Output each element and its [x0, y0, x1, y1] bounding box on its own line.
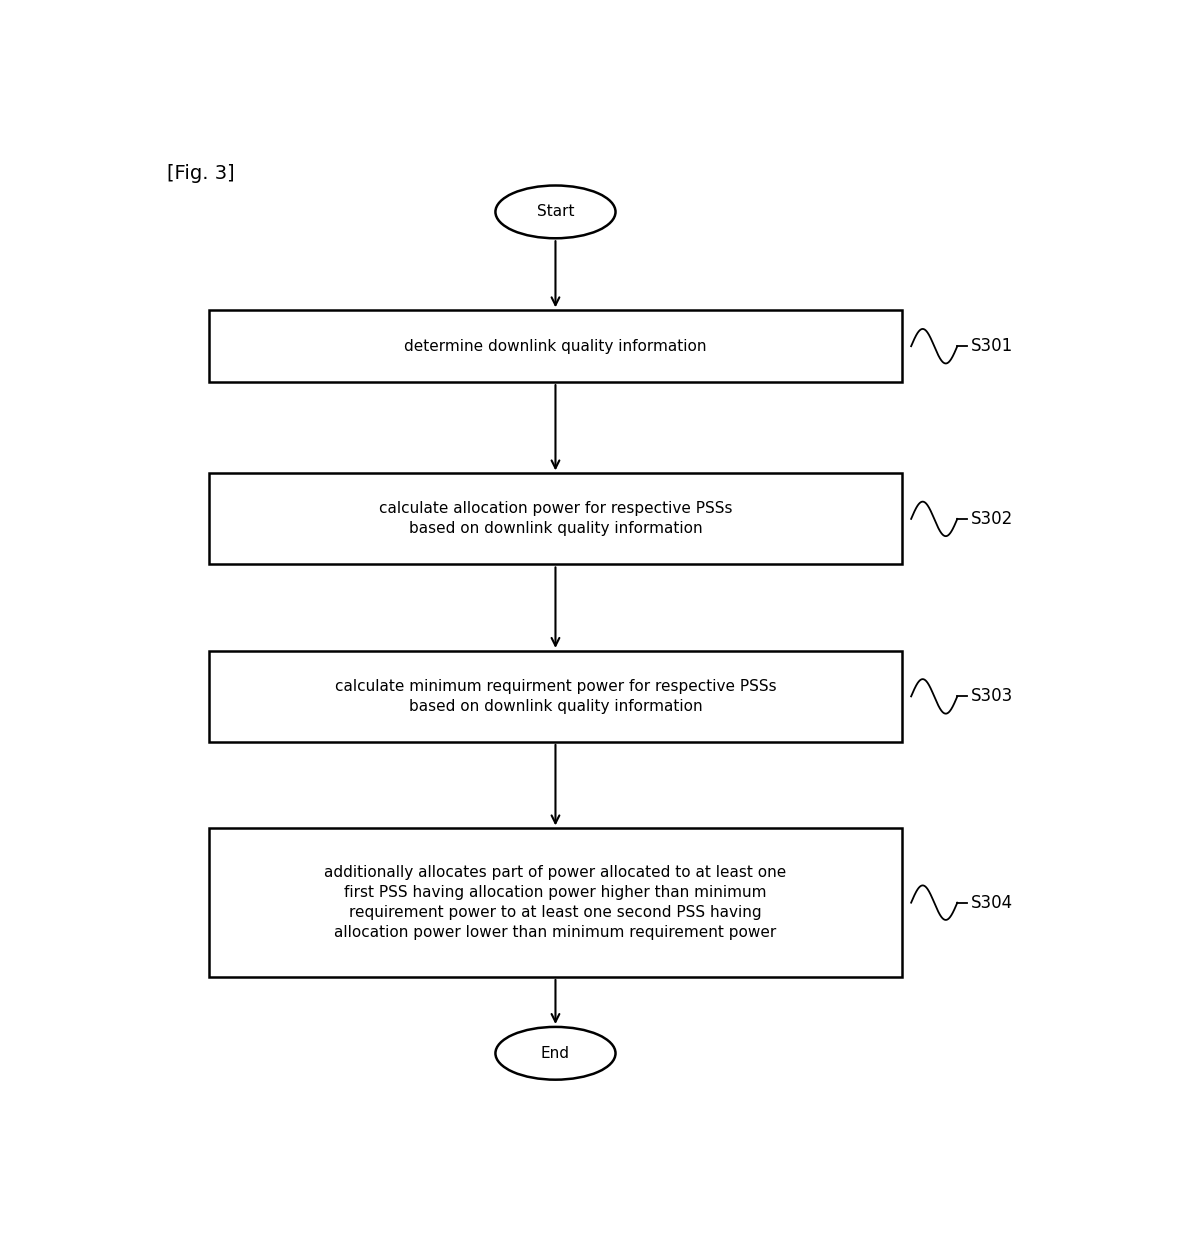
Text: determine downlink quality information: determine downlink quality information — [404, 339, 707, 354]
Text: calculate allocation power for respective PSSs
based on downlink quality informa: calculate allocation power for respectiv… — [379, 501, 732, 536]
Text: [Fig. 3]: [Fig. 3] — [167, 164, 235, 183]
Text: Start: Start — [536, 204, 575, 219]
Text: S301: S301 — [971, 338, 1013, 355]
Text: additionally allocates part of power allocated to at least one
first PSS having : additionally allocates part of power all… — [324, 866, 787, 939]
Text: S303: S303 — [971, 688, 1013, 705]
Bar — [209, 650, 902, 741]
Text: End: End — [541, 1045, 570, 1060]
Text: calculate minimum requirment power for respective PSSs
based on downlink quality: calculate minimum requirment power for r… — [335, 679, 776, 714]
Ellipse shape — [496, 1027, 615, 1080]
Bar — [209, 310, 902, 383]
Text: S304: S304 — [971, 893, 1013, 912]
Bar — [209, 473, 902, 564]
Text: S302: S302 — [971, 510, 1013, 528]
Ellipse shape — [496, 186, 615, 238]
Bar — [209, 829, 902, 977]
